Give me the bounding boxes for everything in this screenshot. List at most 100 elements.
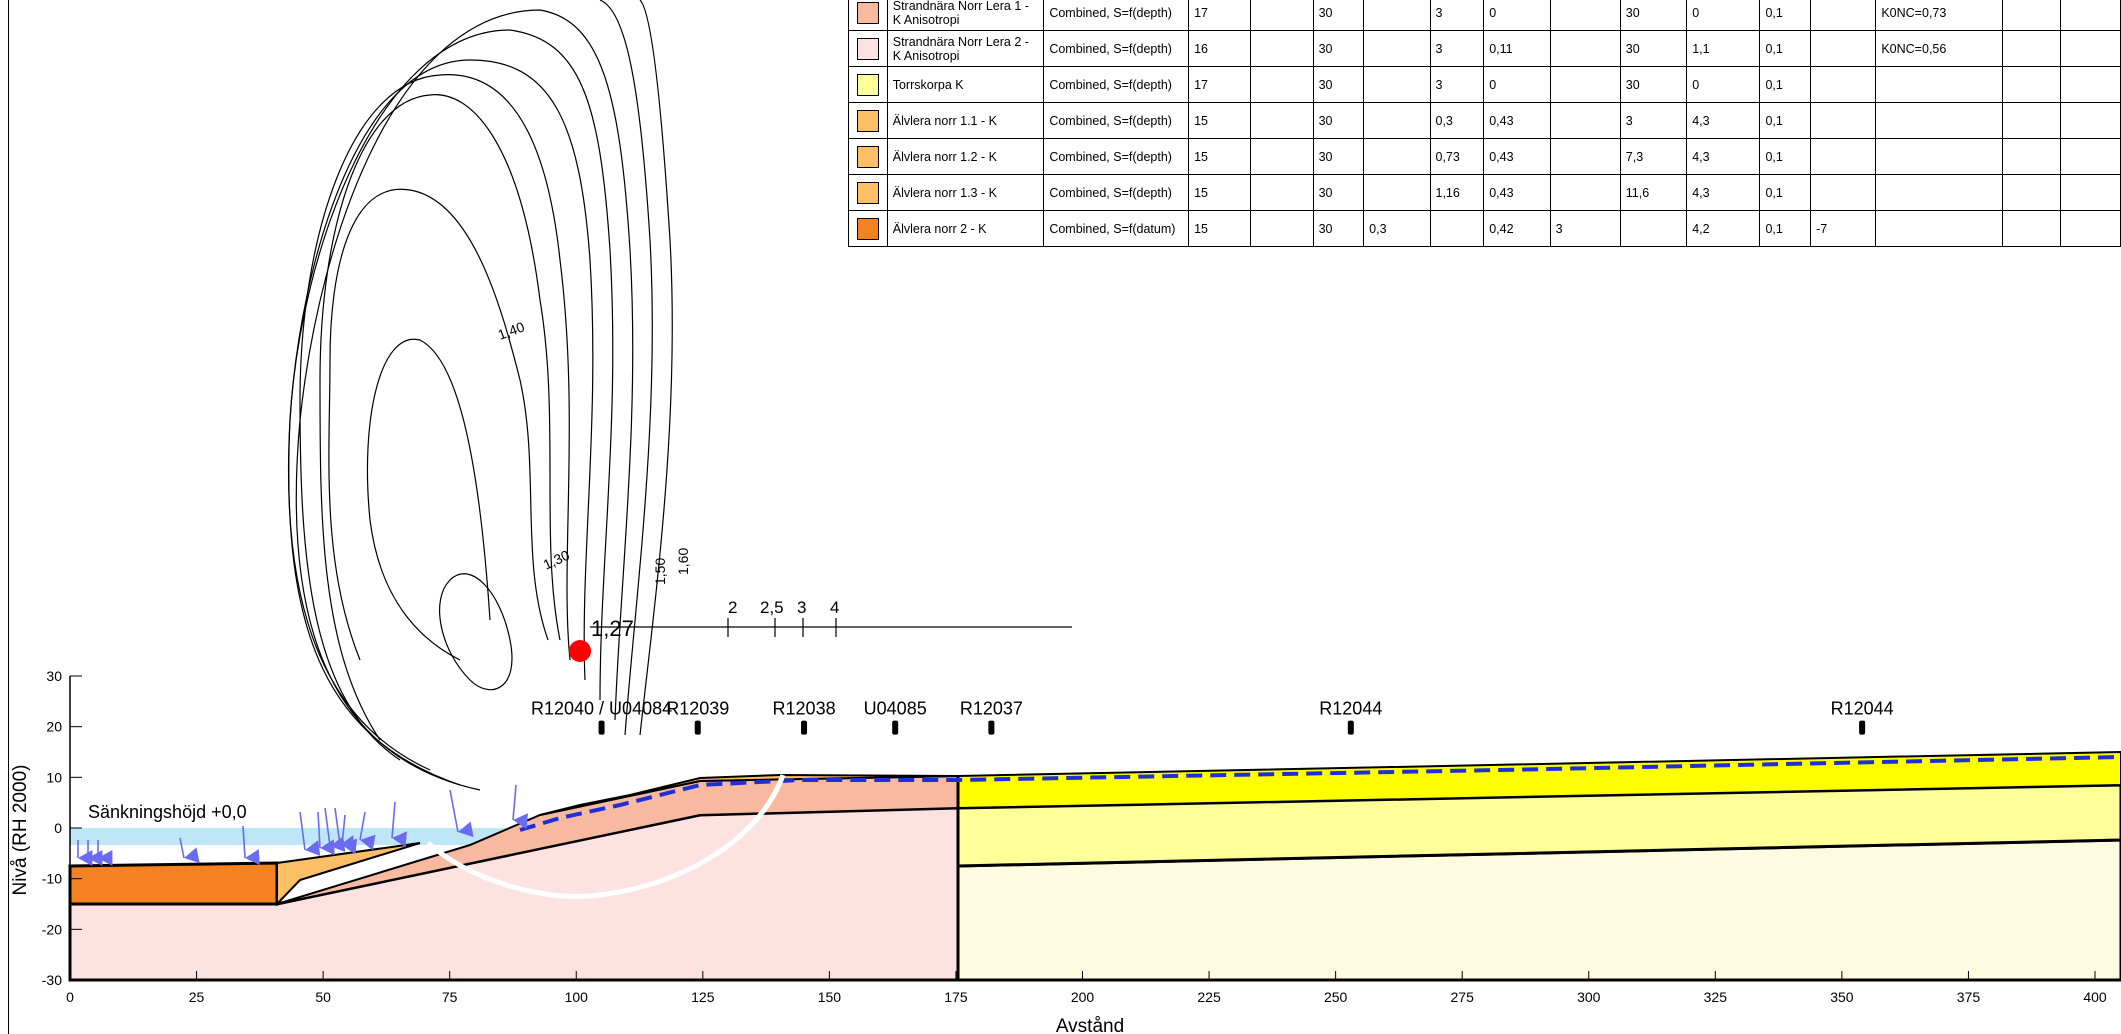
material-swatch bbox=[848, 102, 888, 139]
material-cell: 3 bbox=[1619, 102, 1688, 139]
material-cell: 30 bbox=[1312, 138, 1365, 175]
material-swatch bbox=[848, 66, 888, 103]
material-cell bbox=[1363, 0, 1431, 31]
material-cell: 0 bbox=[1686, 0, 1761, 31]
material-cell: 30 bbox=[1619, 0, 1688, 31]
material-row: Älvlera norr 2 - K Combined, S=f(datum) 15… bbox=[848, 210, 2121, 247]
axes: 0 25 50 75 100 125 150 175 200 225 250 275 300 325 350… bbox=[10, 668, 2107, 1034]
y-tick-label: -30 bbox=[42, 972, 62, 988]
material-cell bbox=[1363, 66, 1431, 103]
material-cell bbox=[2001, 66, 2061, 103]
x-tick-label: 200 bbox=[1071, 989, 1095, 1005]
y-axis-label: Nivå (RH 2000) bbox=[10, 765, 31, 896]
material-swatch bbox=[848, 210, 888, 247]
material-swatch bbox=[848, 138, 888, 175]
x-tick-label: 325 bbox=[1704, 989, 1728, 1005]
safety-factor-contours bbox=[287, 0, 673, 791]
material-cell bbox=[2001, 138, 2061, 175]
y-tick-label: -10 bbox=[42, 871, 62, 887]
material-cell: 15 bbox=[1188, 174, 1252, 211]
material-cell bbox=[1875, 66, 2003, 103]
material-cell bbox=[1549, 0, 1621, 31]
x-tick-label: 125 bbox=[691, 989, 715, 1005]
material-cell: 0 bbox=[1483, 0, 1551, 31]
borehole-marker bbox=[801, 720, 808, 735]
borehole-label: R12037 bbox=[960, 699, 1023, 719]
material-cell: Combined, S=f(depth) bbox=[1043, 66, 1190, 103]
borehole-marker bbox=[988, 720, 995, 735]
x-tick-label: 400 bbox=[2083, 989, 2107, 1005]
x-tick-label: 350 bbox=[1830, 989, 1854, 1005]
borehole-marker bbox=[1347, 720, 1354, 735]
material-cell: 0,3 bbox=[1429, 102, 1485, 139]
min-factor-label: 1,27 bbox=[591, 616, 634, 641]
material-name: Strandnära Norr Lera 2 - K Anisotropi bbox=[886, 30, 1045, 67]
x-tick-label: 100 bbox=[565, 989, 589, 1005]
material-name: Strandnära Norr Lera 1 - K Anisotropi bbox=[886, 0, 1045, 31]
material-cell: 0,1 bbox=[1759, 30, 1812, 67]
material-swatch bbox=[848, 174, 888, 211]
material-cell: 7,3 bbox=[1619, 138, 1688, 175]
material-cell: 0,1 bbox=[1759, 210, 1812, 247]
factor-scale: 2 2,5 3 4 bbox=[727, 598, 839, 637]
lowering-height-label: Sänkningshöjd +0,0 bbox=[88, 802, 247, 822]
material-cell: 0,1 bbox=[1759, 174, 1812, 211]
material-cell bbox=[1810, 174, 1877, 211]
material-row: Älvlera norr 1.1 - K Combined, S=f(depth)… bbox=[848, 102, 2121, 139]
borehole-label: R12040 / U04084 bbox=[531, 699, 672, 719]
factor-scale-3: 3 bbox=[797, 598, 806, 617]
material-cell: 3 bbox=[1549, 210, 1621, 247]
x-tick-label: 225 bbox=[1197, 989, 1221, 1005]
soil-layers bbox=[68, 750, 2121, 982]
material-cell bbox=[2059, 66, 2121, 103]
river-clay-2 bbox=[68, 861, 279, 906]
material-cell bbox=[1363, 30, 1431, 67]
borehole-marker bbox=[694, 720, 701, 735]
y-tick-label: 20 bbox=[46, 719, 62, 735]
material-table: Strandnära Norr Lera 1 - K Anisotropi Com… bbox=[848, 0, 2121, 247]
water-body bbox=[70, 828, 510, 845]
material-cell: 30 bbox=[1312, 66, 1365, 103]
material-cell: Combined, S=f(datum) bbox=[1043, 210, 1190, 247]
material-cell bbox=[2059, 138, 2121, 175]
material-cell: 0,42 bbox=[1483, 210, 1551, 247]
material-swatch bbox=[848, 0, 888, 31]
material-cell bbox=[2001, 102, 2061, 139]
material-cell: 15 bbox=[1188, 210, 1252, 247]
material-cell: 3 bbox=[1429, 30, 1485, 67]
slope-crust bbox=[539, 773, 959, 816]
x-axis-label: Avstånd bbox=[1056, 1016, 1124, 1034]
factor-scale-2: 2 bbox=[728, 598, 737, 617]
material-cell: 30 bbox=[1619, 66, 1688, 103]
material-cell bbox=[1810, 0, 1877, 31]
critical-center-marker bbox=[569, 640, 591, 662]
contour-label-140: 1,40 bbox=[496, 318, 527, 342]
material-cell: 0,1 bbox=[1759, 102, 1812, 139]
material-row: Strandnära Norr Lera 2 - K Anisotropi Com… bbox=[848, 30, 2121, 67]
material-cell: 4,3 bbox=[1686, 138, 1761, 175]
material-cell: 16 bbox=[1188, 30, 1252, 67]
borehole-label: R12044 bbox=[1319, 699, 1382, 719]
material-cell: 0,1 bbox=[1759, 138, 1812, 175]
material-swatch bbox=[848, 30, 888, 67]
x-tick-label: 375 bbox=[1957, 989, 1981, 1005]
x-tick-label: 0 bbox=[66, 989, 74, 1005]
material-cell bbox=[2059, 210, 2121, 247]
material-cell: 30 bbox=[1619, 30, 1688, 67]
contour-label-150: 1,50 bbox=[652, 558, 668, 585]
material-row: Älvlera norr 1.3 - K Combined, S=f(depth)… bbox=[848, 174, 2121, 211]
material-cell bbox=[2059, 30, 2121, 67]
critical-slip-surface bbox=[426, 774, 786, 899]
borehole-label: U04085 bbox=[864, 699, 927, 719]
material-cell bbox=[2001, 0, 2061, 31]
material-cell: Combined, S=f(depth) bbox=[1043, 30, 1190, 67]
material-cell bbox=[1549, 66, 1621, 103]
material-cell: 15 bbox=[1188, 102, 1252, 139]
material-name: Älvlera norr 2 - K bbox=[886, 210, 1045, 247]
borehole-marker bbox=[1859, 720, 1866, 735]
material-cell: 17 bbox=[1188, 0, 1252, 31]
contour-label-160: 1,60 bbox=[675, 548, 691, 575]
material-cell: 0,3 bbox=[1363, 210, 1431, 247]
